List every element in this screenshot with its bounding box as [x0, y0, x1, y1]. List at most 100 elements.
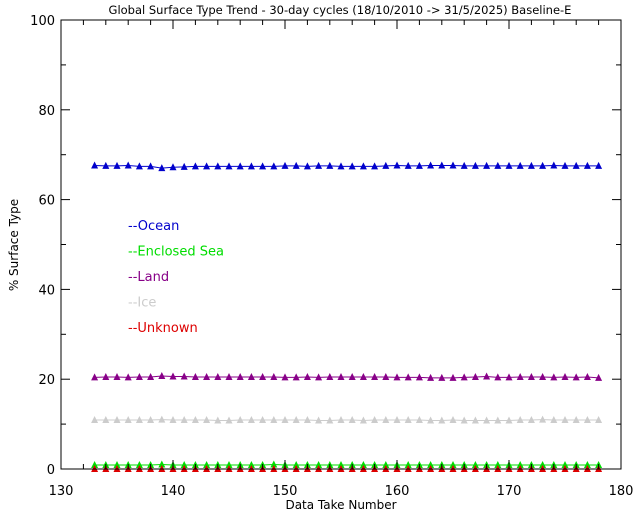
- series-0-point: [483, 161, 491, 169]
- series-1-point: [427, 460, 435, 468]
- legend-item-0: --Ocean: [128, 219, 179, 234]
- series-1-point: [113, 460, 121, 468]
- series-3-point: [326, 416, 334, 424]
- series-3-point: [595, 416, 603, 424]
- series-3-point: [124, 416, 132, 424]
- series-3-point: [382, 416, 390, 424]
- series-2-point: [382, 372, 390, 380]
- legend-item-1: --Enclosed Sea: [128, 245, 224, 260]
- series-0-point: [359, 162, 367, 170]
- series-1-point: [180, 460, 188, 468]
- series-0-point: [550, 161, 558, 169]
- series-3-point: [561, 416, 569, 424]
- series-0-point: [539, 161, 547, 169]
- series-line-0: [94, 164, 599, 169]
- series-0-point: [494, 161, 502, 169]
- series-2-point: [303, 372, 311, 380]
- series-0-point: [326, 161, 334, 169]
- series-0-point: [113, 161, 121, 169]
- series-2-point: [158, 372, 166, 380]
- series-0-point: [460, 161, 468, 169]
- series-0-point: [561, 161, 569, 169]
- series-1-point: [583, 460, 591, 468]
- series-1-point: [225, 460, 233, 468]
- series-3-point: [359, 416, 367, 424]
- series-3-point: [483, 416, 491, 424]
- series-2-point: [483, 372, 491, 380]
- series-0-point: [315, 161, 323, 169]
- series-0-point: [438, 161, 446, 169]
- chart-title: Global Surface Type Trend - 30-day cycle…: [109, 3, 572, 17]
- series-2-point: [471, 372, 479, 380]
- series-0-point: [505, 161, 513, 169]
- series-1-point: [494, 460, 502, 468]
- series-3-point: [427, 416, 435, 424]
- series-2-point: [270, 372, 278, 380]
- series-3-point: [214, 416, 222, 424]
- series-2-point: [595, 373, 603, 381]
- series-0-point: [214, 162, 222, 170]
- series-2-point: [348, 372, 356, 380]
- series-2-point: [583, 372, 591, 380]
- series-2-point: [191, 372, 199, 380]
- series-1-point: [404, 460, 412, 468]
- series-3-point: [113, 416, 121, 424]
- series-3-point: [449, 416, 457, 424]
- series-1-point: [539, 460, 547, 468]
- series-0-point: [348, 162, 356, 170]
- series-2-point: [292, 373, 300, 381]
- series-2-point: [147, 372, 155, 380]
- legend-item-2: --Land: [128, 270, 169, 285]
- series-0-point: [135, 162, 143, 170]
- series-3-point: [180, 416, 188, 424]
- series-2-point: [539, 372, 547, 380]
- series-1-point: [158, 460, 166, 468]
- y-tick-label: 100: [30, 14, 55, 29]
- x-tick-label: 140: [161, 484, 186, 499]
- series-2-point: [449, 373, 457, 381]
- series-1-point: [561, 460, 569, 468]
- series-3-point: [415, 416, 423, 424]
- series-2-point: [236, 372, 244, 380]
- series-2-point: [460, 373, 468, 381]
- series-2-point: [203, 372, 211, 380]
- series-1-point: [337, 460, 345, 468]
- series-2-point: [180, 372, 188, 380]
- series-1-point: [516, 460, 524, 468]
- series-0-point: [572, 161, 580, 169]
- series-3-point: [583, 416, 591, 424]
- series-0-point: [471, 161, 479, 169]
- legend: --Ocean --Enclosed Sea --Land --Ice --Unknow…: [128, 219, 224, 336]
- series-0-point: [583, 161, 591, 169]
- series-3-point: [505, 416, 513, 424]
- series-2-point: [572, 373, 580, 381]
- series-2-point: [337, 372, 345, 380]
- series-2-point: [91, 373, 99, 381]
- series-3-point: [225, 416, 233, 424]
- y-tick-label: 60: [38, 194, 55, 209]
- series-3-point: [203, 416, 211, 424]
- series-3-point: [247, 416, 255, 424]
- series-2-point: [225, 372, 233, 380]
- series-2-point: [415, 373, 423, 381]
- series-0-point: [595, 161, 603, 169]
- series-2-point: [550, 373, 558, 381]
- series-2-point: [281, 373, 289, 381]
- series-0-point: [415, 161, 423, 169]
- series-0-point: [225, 162, 233, 170]
- series-2-point: [124, 373, 132, 381]
- series-3-point: [270, 416, 278, 424]
- series-3-point: [471, 416, 479, 424]
- series-0-point: [169, 163, 177, 171]
- series-3-point: [91, 416, 99, 424]
- series-1-point: [449, 460, 457, 468]
- series-3-point: [393, 416, 401, 424]
- series-0-point: [516, 161, 524, 169]
- series-0-point: [427, 161, 435, 169]
- y-axis-label: % Surface Type: [7, 199, 21, 291]
- series-line-3: [94, 419, 599, 422]
- series-3-point: [135, 416, 143, 424]
- series-0-point: [259, 162, 267, 170]
- series-2-point: [505, 373, 513, 381]
- series-2-point: [561, 372, 569, 380]
